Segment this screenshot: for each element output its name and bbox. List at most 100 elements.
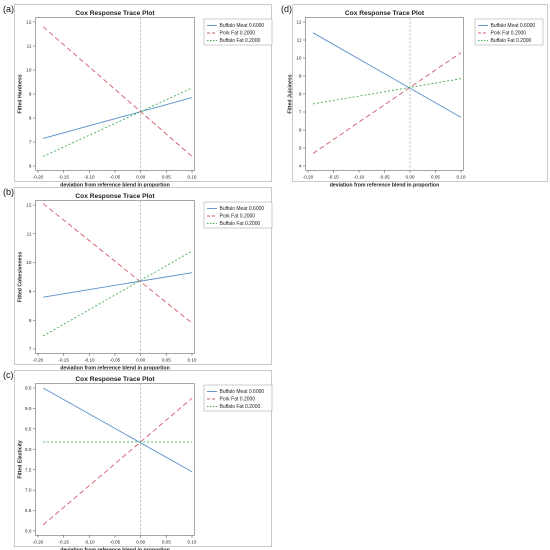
y-tick-label: 9 — [29, 289, 32, 294]
legend-label: Pork Fat 0.2000 — [220, 31, 256, 37]
y-tick-label: 10 — [296, 56, 302, 61]
plot-area — [305, 17, 464, 171]
chart-panel-a: (a) Cox Response Trace Plot -0.20 -0.15 -0.… — [0, 0, 275, 188]
panel-label: (b) — [3, 187, 14, 197]
legend-label: Buffalo Fat 0.2000 — [220, 38, 261, 44]
legend-label: Pork Fat 0.2000 — [491, 31, 527, 37]
y-tick-label: 4 — [299, 164, 302, 169]
x-tick-label: -0.20 — [33, 174, 44, 179]
series-line-fat — [42, 87, 193, 157]
y-tick-label: 8 — [299, 92, 302, 97]
x-axis-label: deviation from reference blend in propor… — [330, 182, 440, 188]
legend-box — [203, 201, 273, 229]
y-axis-label: Fitted Elasticity — [17, 440, 23, 478]
x-tick-label: 0.00 — [136, 539, 145, 544]
x-tick-label: -0.20 — [33, 357, 44, 362]
y-axis-label: Fitted Hardness — [17, 74, 23, 113]
x-tick-label: 0.10 — [188, 539, 197, 544]
y-tick-label: 9.5 — [25, 386, 32, 391]
y-tick-label: 5 — [299, 146, 302, 151]
x-tick-label: -0.05 — [110, 174, 121, 179]
series-line-pork — [42, 26, 193, 157]
panel-label: (d) — [281, 4, 292, 14]
x-axis-label: deviation from reference blend in propor… — [60, 547, 170, 550]
y-tick-label: 8.5 — [25, 426, 32, 431]
chart-title: Cox Response Trace Plot — [75, 193, 155, 200]
chart-panel-b: (b) Cox Response Trace Plot -0.20 -0.15 -0.… — [0, 183, 275, 371]
panel-label: (c) — [3, 370, 14, 380]
y-tick-label: 10 — [26, 260, 32, 265]
chart-panel-d: (d) Cox Response Trace Plot -0.20 -0.15 -0.… — [275, 0, 550, 188]
x-tick-label: 0.10 — [188, 357, 197, 362]
y-tick-label: 9.0 — [25, 406, 32, 411]
series-line-meat — [312, 32, 462, 118]
x-tick-label: -0.15 — [328, 174, 339, 179]
series-line-pork — [42, 397, 193, 526]
chart-svg: Cox Response Trace Plot -0.20 -0.15 -0.10 -0… — [17, 10, 273, 188]
x-tick-label: 0.00 — [406, 174, 415, 179]
x-tick-label: 0.05 — [431, 174, 440, 179]
x-tick-label: -0.05 — [110, 539, 121, 544]
x-tick-label: -0.15 — [58, 539, 69, 544]
chart-svg: Cox Response Trace Plot -0.20 -0.15 -0.10 -0… — [17, 193, 273, 371]
chart-title: Cox Response Trace Plot — [345, 10, 425, 17]
y-tick-label: 12 — [296, 20, 302, 25]
legend-box — [203, 18, 273, 46]
legend-label: Pork Fat 0.2000 — [220, 214, 256, 220]
y-tick-label: 8 — [29, 116, 32, 121]
legend-label: Buffalo Fat 0.2000 — [220, 404, 261, 410]
y-tick-label: 8 — [29, 318, 32, 323]
x-tick-label: 0.00 — [136, 174, 145, 179]
y-axis-label: Fitted Cohesiveness — [17, 252, 23, 303]
legend-label: Buffalo Meat 0.6000 — [220, 23, 265, 29]
series-line-meat — [43, 97, 193, 139]
x-tick-label: 0.05 — [162, 539, 171, 544]
y-tick-label: 7 — [29, 140, 32, 145]
panel-label: (a) — [3, 4, 14, 14]
legend: Buffalo Meat 0.6000 Pork Fat 0.2000Buffal… — [203, 18, 273, 46]
x-tick-label: -0.10 — [84, 357, 95, 362]
legend-label: Buffalo Meat 0.6000 — [220, 206, 265, 212]
x-tick-label: 0.05 — [162, 357, 171, 362]
x-tick-label: -0.10 — [84, 539, 95, 544]
y-tick-label: 10 — [26, 68, 32, 73]
chart-panel-c: (c) Cox Response Trace Plot -0.20 -0.15 -0.… — [0, 366, 275, 550]
plot-area — [35, 17, 195, 171]
chart-title: Cox Response Trace Plot — [75, 10, 155, 17]
x-tick-label: 0.10 — [457, 174, 466, 179]
legend-label: Buffalo Meat 0.6000 — [491, 23, 536, 29]
x-tick-label: -0.15 — [58, 174, 69, 179]
x-tick-label: -0.15 — [58, 357, 69, 362]
x-tick-label: -0.20 — [33, 539, 44, 544]
y-tick-label: 6 — [299, 128, 302, 133]
y-tick-label: 7.5 — [25, 467, 32, 472]
y-tick-label: 6.5 — [25, 508, 32, 513]
chart-title: Cox Response Trace Plot — [75, 376, 155, 383]
y-tick-label: 6.0 — [25, 529, 32, 534]
series-line-fat — [313, 78, 462, 105]
legend: Buffalo Meat 0.6000 Pork Fat 0.2000Buffal… — [203, 384, 273, 412]
series-line-pork — [312, 52, 462, 154]
legend-label: Buffalo Fat 0.2000 — [220, 221, 261, 227]
plot-area — [35, 200, 195, 354]
legend-label: Buffalo Fat 0.2000 — [491, 38, 532, 44]
y-tick-label: 11 — [297, 38, 302, 43]
legend: Buffalo Meat 0.6000 Pork Fat 0.2000Buffal… — [203, 201, 273, 229]
legend: Buffalo Meat 0.6000 Pork Fat 0.2000Buffal… — [474, 18, 544, 46]
x-tick-label: 0.00 — [136, 357, 145, 362]
x-axis-label: deviation from reference blend in propor… — [60, 182, 170, 188]
y-tick-label: 9 — [29, 92, 32, 97]
y-tick-label: 7 — [29, 347, 32, 352]
x-tick-label: -0.05 — [110, 357, 121, 362]
y-tick-label: 12 — [26, 203, 32, 208]
plot-area — [35, 383, 195, 536]
series-line-meat — [43, 272, 193, 298]
y-tick-label: 7 — [299, 110, 302, 115]
legend-label: Buffalo Meat 0.6000 — [220, 389, 265, 395]
chart-svg: Cox Response Trace Plot -0.20 -0.15 -0.10 -0… — [17, 376, 273, 550]
y-tick-label: 6 — [29, 164, 32, 169]
y-tick-label: 11 — [27, 44, 32, 49]
y-axis-label: Fitted Juiciness — [287, 74, 293, 113]
series-line-meat — [42, 387, 193, 473]
y-tick-label: 12 — [26, 20, 32, 25]
